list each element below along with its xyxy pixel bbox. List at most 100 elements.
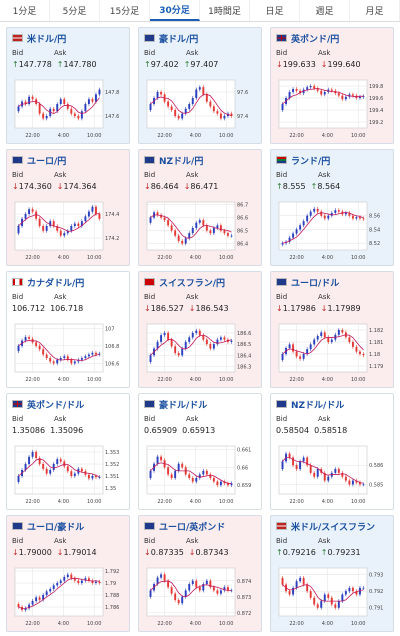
candle-body [323, 472, 326, 481]
pair-name[interactable]: NZドル/ドル [291, 400, 345, 411]
mini-chart[interactable]: 1.182 1.181 1.18 1.179 22:00 4:00 10:00 [277, 320, 389, 384]
candle-body [38, 345, 41, 350]
candle-body [198, 330, 201, 336]
rate-card[interactable]: ユーロ/豪ドル Bid Ask ↓1.79000 ↓1.79014 1.792 1.79 1.… [6, 515, 130, 632]
rate-card[interactable]: 豪ドル/円 Bid Ask ↑97.402 ↑97.407 97.6 97.4 22:00 4:… [138, 27, 262, 144]
candle-body [181, 113, 184, 119]
rate-card[interactable]: ランド/円 Bid Ask ↑8.555 ↑8.564 8.56 8.54 8.52 22:00… [270, 149, 394, 266]
candle-body [295, 89, 298, 91]
pair-name[interactable]: 米ドル/スイスフラン [291, 522, 376, 533]
mini-chart[interactable]: 0.874 0.873 0.872 22:00 4:00 10:00 [145, 564, 257, 628]
candle-body [341, 594, 344, 602]
mini-chart[interactable]: 1.792 1.79 1.788 1.786 22:00 4:00 10:00 [13, 564, 125, 628]
tab-1[interactable]: 5分足 [50, 0, 100, 21]
pair-name[interactable]: 豪ドル/円 [159, 34, 199, 45]
mini-chart[interactable]: 199.8 199.6 199.4 199.2 22:00 4:00 10:00 [277, 76, 389, 140]
tab-3[interactable]: 30分足 [150, 0, 200, 21]
card-header: カナダドル/円 [12, 276, 85, 289]
tab-7[interactable]: 月足 [350, 0, 400, 21]
rate-card[interactable]: 豪ドル/ドル Bid Ask 0.65909 0.65913 0.661 0.66 0.659… [138, 393, 262, 510]
candle-body [195, 330, 198, 333]
rate-card[interactable]: ユーロ/英ポンド Bid Ask ↓0.87335 ↓0.87343 0.874 0.873… [138, 515, 262, 632]
mini-chart[interactable]: 86.7 86.6 86.5 86.4 22:00 4:00 10:00 [145, 198, 257, 262]
pair-name[interactable]: NZドル/円 [159, 156, 204, 167]
candle-body [362, 484, 365, 486]
rate-card[interactable]: ユーロ/ドル Bid Ask ↓1.17986 ↓1.17989 1.182 1.181 1.… [270, 271, 394, 388]
pair-name[interactable]: スイスフラン/円 [159, 278, 226, 289]
rate-card[interactable]: カナダドル/円 Bid Ask 106.712 106.718 107 106.8 106.6… [6, 271, 130, 388]
candle-body [28, 96, 31, 104]
rate-card[interactable]: NZドル/円 Bid Ask ↓86.464 ↓86.471 86.7 86.6 86.5 86… [138, 149, 262, 266]
mini-chart[interactable]: 97.6 97.4 22:00 4:00 10:00 [145, 76, 257, 140]
candle-body [313, 597, 316, 605]
pair-name[interactable]: カナダドル/円 [27, 278, 85, 289]
tab-4[interactable]: 1時間足 [200, 0, 250, 21]
mini-chart[interactable]: 0.586 0.585 22:00 4:00 10:00 [277, 442, 389, 506]
moving-average-line [18, 577, 100, 609]
trend-arrow-icon: ↑ [310, 182, 318, 191]
candle-body [38, 458, 41, 464]
tab-6[interactable]: 週足 [300, 0, 350, 21]
pair-name[interactable]: 英ポンド/円 [291, 34, 340, 45]
candle-body [66, 230, 69, 234]
mini-chart[interactable]: 174.4 174.2 22:00 4:00 10:00 [13, 198, 125, 262]
candle-body [323, 332, 326, 338]
rate-card[interactable]: 米ドル/円 Bid Ask ↑147.778 ↑147.780 147.8 147.6 22:… [6, 27, 130, 144]
candle-body [174, 346, 177, 354]
pair-name[interactable]: ユーロ/豪ドル [27, 522, 85, 533]
candle-body [219, 225, 222, 231]
candle-body [170, 339, 173, 347]
candle-body [160, 92, 163, 95]
tab-2[interactable]: 15分足 [100, 0, 150, 21]
candle-body [35, 452, 38, 458]
flag-icon [144, 156, 155, 164]
candle-body [216, 225, 219, 228]
rate-card[interactable]: 英ポンド/円 Bid Ask ↓199.633 ↓199.640 199.8 199.6 19… [270, 27, 394, 144]
candle-body [181, 596, 184, 604]
y-tick-label: 186.4 [237, 353, 251, 359]
mini-chart[interactable]: 0.793 0.792 0.791 22:00 4:00 10:00 [277, 564, 389, 628]
candle-body [327, 337, 330, 342]
rate-card[interactable]: NZドル/ドル Bid Ask 0.58504 0.58518 0.586 0.585 22:… [270, 393, 394, 510]
candle-body [358, 587, 361, 595]
candle-body [219, 481, 222, 486]
candle-body [348, 212, 351, 216]
tab-0[interactable]: 1分足 [0, 0, 50, 21]
bid-value: 0.87335 [150, 548, 184, 557]
candle-body [212, 478, 215, 482]
candle-body [35, 211, 38, 219]
mini-chart[interactable]: 0.661 0.66 0.659 22:00 4:00 10:00 [145, 442, 257, 506]
candle-body [299, 225, 302, 230]
rate-card[interactable]: スイスフラン/円 Bid Ask ↓186.527 ↓186.543 186.6 186.5… [138, 271, 262, 388]
candle-body [323, 92, 326, 95]
rate-card[interactable]: 英ポンド/ドル Bid Ask 1.35086 1.35096 1.353 1.352 1.3… [6, 393, 130, 510]
mini-chart[interactable]: 8.56 8.54 8.52 22:00 4:00 10:00 [277, 198, 389, 262]
candle-body [362, 587, 365, 589]
pair-name[interactable]: ユーロ/ドル [291, 278, 340, 289]
trend-arrow-icon: ↓ [12, 182, 19, 191]
rate-card[interactable]: ユーロ/円 Bid Ask ↓174.360 ↓174.364 174.4 174.2 22:… [6, 149, 130, 266]
bid-label: Bid [144, 49, 156, 57]
pair-name[interactable]: 米ドル/円 [27, 34, 67, 45]
rate-card[interactable]: 米ドル/スイスフラン Bid Ask ↑0.79216 ↑0.79231 0.793 0.7… [270, 515, 394, 632]
candle-body [45, 591, 48, 595]
y-tick-label: 97.6 [237, 90, 248, 96]
pair-name[interactable]: 英ポンド/ドル [27, 400, 85, 411]
mini-chart[interactable]: 1.353 1.352 1.351 1.35 22:00 4:00 10:00 [13, 442, 125, 506]
candle-body [209, 474, 212, 478]
candle-body [306, 457, 309, 466]
tab-5[interactable]: 日足 [250, 0, 300, 21]
pair-name[interactable]: 豪ドル/ドル [159, 400, 208, 411]
candle-body [149, 104, 152, 110]
y-tick-label: 174.2 [105, 236, 119, 242]
mini-chart[interactable]: 107 106.8 106.6 22:00 4:00 10:00 [13, 320, 125, 384]
mini-chart[interactable]: 147.8 147.6 22:00 4:00 10:00 [13, 76, 125, 140]
pair-name[interactable]: ランド/円 [291, 156, 331, 167]
candle-body [337, 601, 340, 608]
pair-name[interactable]: ユーロ/英ポンド [159, 522, 226, 533]
pair-name[interactable]: ユーロ/円 [27, 156, 67, 167]
price-labels: Bid Ask [144, 415, 228, 423]
candle-body [174, 110, 177, 116]
mini-chart[interactable]: 186.6 186.5 186.4 186.3 22:00 4:00 10:00 [145, 320, 257, 384]
bid-value: 86.464 [150, 182, 179, 191]
